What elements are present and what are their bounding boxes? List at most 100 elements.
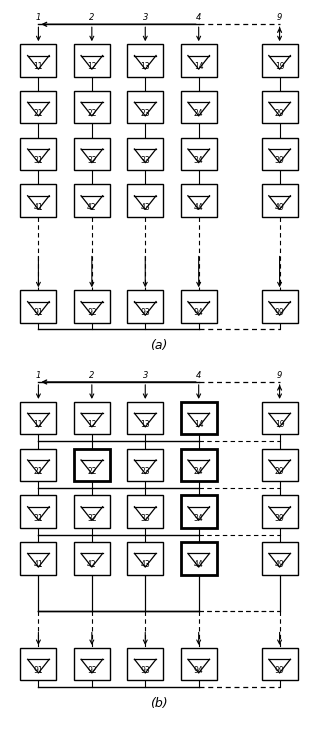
Bar [74, 291, 110, 323]
Bar [181, 402, 217, 434]
Bar [181, 542, 217, 575]
Bar [181, 448, 217, 481]
Text: 41: 41 [34, 203, 43, 212]
Text: 94: 94 [194, 309, 204, 318]
Bar [74, 648, 110, 680]
Text: (b): (b) [150, 696, 168, 710]
Text: 33: 33 [140, 156, 150, 165]
Bar [181, 648, 217, 680]
Text: 4: 4 [196, 13, 201, 23]
Bar [127, 185, 163, 217]
Text: 4: 4 [196, 371, 201, 380]
Text: 19: 19 [275, 63, 284, 72]
Bar [262, 402, 298, 434]
Text: 23: 23 [141, 110, 150, 118]
Text: 31: 31 [34, 156, 43, 165]
Bar [20, 448, 56, 481]
Bar [181, 291, 217, 323]
Bar [74, 137, 110, 170]
Text: 91: 91 [34, 309, 43, 318]
Text: 12: 12 [87, 420, 97, 429]
Text: 34: 34 [194, 514, 204, 523]
Bar [20, 185, 56, 217]
Text: 43: 43 [140, 203, 150, 212]
Text: 29: 29 [275, 467, 284, 476]
Text: 29: 29 [275, 110, 284, 118]
Text: 43: 43 [140, 561, 150, 569]
Text: 21: 21 [34, 467, 43, 476]
Bar [74, 91, 110, 123]
Text: 44: 44 [194, 203, 204, 212]
Bar [20, 402, 56, 434]
Text: 93: 93 [140, 309, 150, 318]
Bar [127, 542, 163, 575]
Bar [262, 542, 298, 575]
Bar [262, 291, 298, 323]
Bar [262, 91, 298, 123]
Text: 19: 19 [275, 420, 284, 429]
Bar [127, 402, 163, 434]
Text: 32: 32 [87, 514, 97, 523]
Bar [127, 448, 163, 481]
Text: 93: 93 [140, 666, 150, 675]
Bar [74, 448, 110, 481]
Text: 9: 9 [277, 13, 282, 23]
Bar [262, 137, 298, 170]
Text: 42: 42 [87, 561, 97, 569]
Text: 39: 39 [275, 514, 285, 523]
Bar [181, 91, 217, 123]
Text: 99: 99 [275, 309, 285, 318]
Bar [20, 44, 56, 77]
Text: 24: 24 [194, 467, 204, 476]
Text: 23: 23 [141, 467, 150, 476]
Bar [20, 542, 56, 575]
Text: 33: 33 [140, 514, 150, 523]
Text: 12: 12 [87, 63, 97, 72]
Text: 13: 13 [141, 420, 150, 429]
Text: 13: 13 [141, 63, 150, 72]
Text: 21: 21 [34, 110, 43, 118]
Bar [262, 648, 298, 680]
Text: 11: 11 [34, 420, 43, 429]
Bar [20, 91, 56, 123]
Bar [74, 495, 110, 528]
Text: 92: 92 [87, 666, 97, 675]
Text: 22: 22 [87, 467, 97, 476]
Text: 3: 3 [142, 371, 148, 380]
Bar [262, 185, 298, 217]
Text: 32: 32 [87, 156, 97, 165]
Bar [262, 44, 298, 77]
Bar [181, 137, 217, 170]
Bar [262, 495, 298, 528]
Bar [74, 402, 110, 434]
Bar [127, 291, 163, 323]
Bar [20, 291, 56, 323]
Text: 92: 92 [87, 309, 97, 318]
Text: 99: 99 [275, 666, 285, 675]
Bar [127, 91, 163, 123]
Text: 49: 49 [275, 561, 285, 569]
Bar [20, 137, 56, 170]
Bar [181, 44, 217, 77]
Bar [262, 448, 298, 481]
Bar [74, 542, 110, 575]
Bar [181, 185, 217, 217]
Text: 49: 49 [275, 203, 285, 212]
Bar [74, 44, 110, 77]
Text: 44: 44 [194, 561, 204, 569]
Bar [181, 495, 217, 528]
Text: 94: 94 [194, 666, 204, 675]
Bar [20, 495, 56, 528]
Text: 1: 1 [36, 13, 41, 23]
Text: 41: 41 [34, 561, 43, 569]
Text: 3: 3 [142, 13, 148, 23]
Text: 14: 14 [194, 420, 204, 429]
Text: 24: 24 [194, 110, 204, 118]
Text: 39: 39 [275, 156, 285, 165]
Text: 2: 2 [89, 371, 94, 380]
Text: 34: 34 [194, 156, 204, 165]
Bar [20, 648, 56, 680]
Text: 14: 14 [194, 63, 204, 72]
Text: 2: 2 [89, 13, 94, 23]
Bar [74, 185, 110, 217]
